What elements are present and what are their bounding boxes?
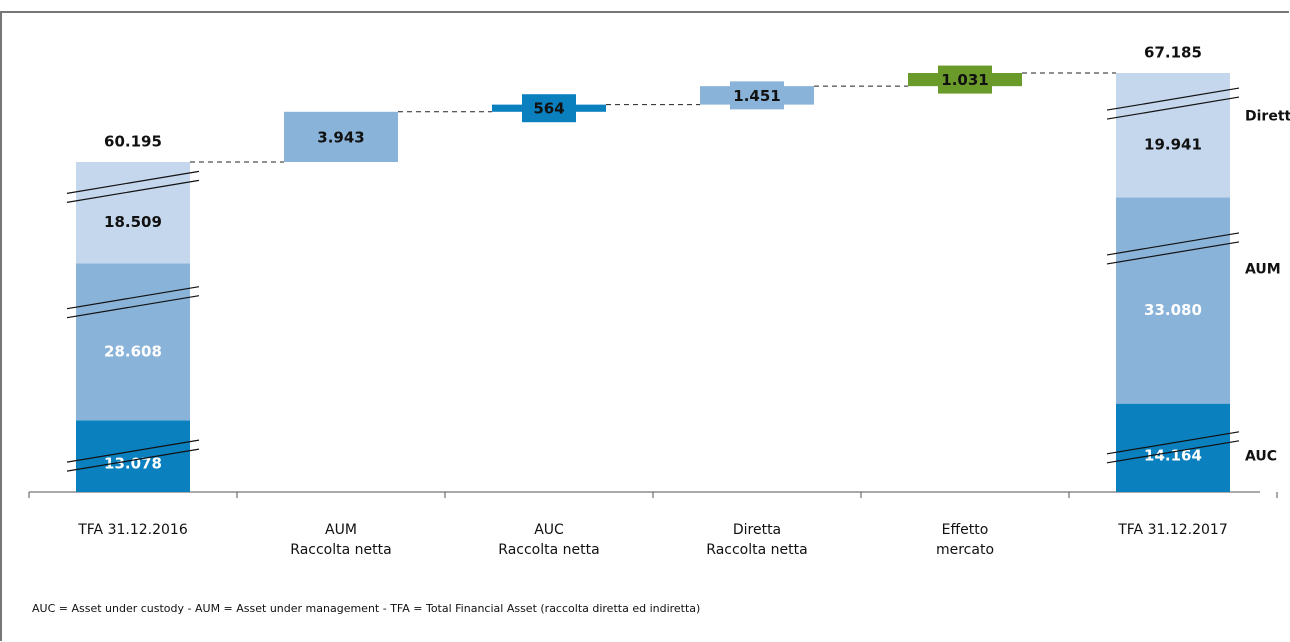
value-label: 3.943: [317, 128, 364, 146]
stack-segment: [1116, 197, 1230, 404]
x-tick-label: Raccolta netta: [290, 542, 391, 558]
axis-break: [1106, 431, 1240, 455]
x-tick-label: AUC: [534, 522, 564, 538]
axis-break: [1106, 241, 1240, 265]
value-label: 13.078: [104, 455, 162, 473]
label-box: [314, 122, 368, 151]
axis-break: [66, 179, 200, 203]
x-tick-label: Effetto: [942, 522, 989, 538]
axis-break: [66, 295, 200, 319]
x-tick-label: Diretta: [733, 522, 781, 538]
axis-break: [66, 286, 200, 310]
stack-segment: [76, 162, 190, 264]
value-label: 564: [533, 100, 564, 118]
legend-label: Diretta: [1245, 109, 1290, 125]
label-box: [938, 65, 992, 94]
stack-segment: [76, 263, 190, 421]
x-tick-label: Raccolta netta: [706, 542, 807, 558]
label-box: [730, 81, 784, 110]
legend-label: AUM: [1245, 262, 1281, 278]
x-tick-label: mercato: [936, 542, 994, 558]
x-tick-label: TFA 31.12.2016: [77, 522, 188, 538]
stack-segment: [1116, 403, 1230, 492]
axis-break: [66, 448, 200, 472]
axis-break: [1106, 87, 1240, 111]
footnote: AUC = Asset under custody - AUM = Asset …: [32, 602, 700, 615]
label-box: [522, 94, 576, 123]
axis-break: [1106, 96, 1240, 120]
total-label: 67.185: [1144, 44, 1202, 62]
x-tick-label: AUM: [325, 522, 357, 538]
value-label: 33.080: [1144, 301, 1202, 319]
value-label: 1.451: [733, 87, 780, 105]
x-tick-label: Raccolta netta: [498, 542, 599, 558]
axis-break: [66, 439, 200, 463]
legend-label: AUC: [1245, 449, 1277, 465]
axis-break: [66, 170, 200, 194]
axis-break: [1106, 232, 1240, 256]
axis-break: [1106, 440, 1240, 464]
value-label: 1.031: [941, 71, 988, 89]
value-label: 19.941: [1144, 136, 1202, 154]
value-label: 28.608: [104, 342, 162, 360]
x-tick-label: TFA 31.12.2017: [1117, 522, 1228, 538]
frame: [0, 11, 1289, 641]
stack-segment: [1116, 73, 1230, 198]
value-label: 18.509: [104, 213, 162, 231]
stack-segment: [76, 420, 190, 492]
total-label: 60.195: [104, 133, 162, 151]
value-label: 14.164: [1144, 446, 1202, 464]
